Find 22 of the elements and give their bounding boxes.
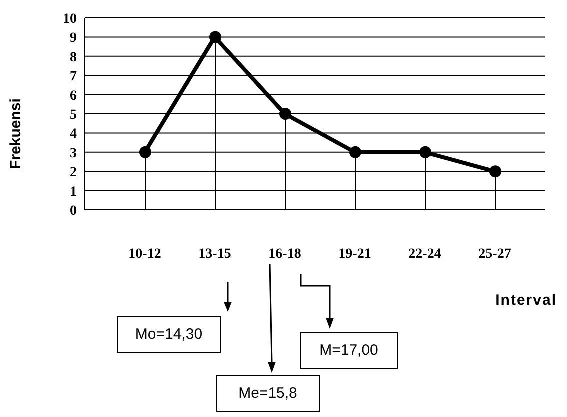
text: Mo=14,30 [117,316,221,353]
x-tick-label: 22-24 [408,246,442,262]
text: M=17,00 [300,332,398,369]
x-tick-label: 16-18 [268,246,302,262]
y-tick-label: 1 [70,184,77,200]
y-tick-label: 5 [70,108,77,123]
y-tick-label: 2 [70,166,77,181]
y-tick-label: 8 [70,50,77,66]
y-tick-label: 7 [70,70,77,85]
y-tick-label: 9 [70,31,77,46]
text: Me=15,8 [216,375,320,412]
y-tick-label: 0 [70,204,77,219]
x-tick-label: 25-27 [478,246,512,262]
y-axis-title: Frekuensi [8,98,24,170]
x-tick-label: 19-21 [338,246,372,262]
x-tick-label: 13-15 [198,246,232,262]
y-tick-label: 4 [70,127,77,142]
y-tick-label: 3 [70,146,77,162]
x-tick-label: 10-12 [128,246,162,262]
y-tick-label: 6 [70,88,77,104]
y-tick-label: 10 [63,12,77,27]
x-axis-title: Interval [496,292,557,309]
